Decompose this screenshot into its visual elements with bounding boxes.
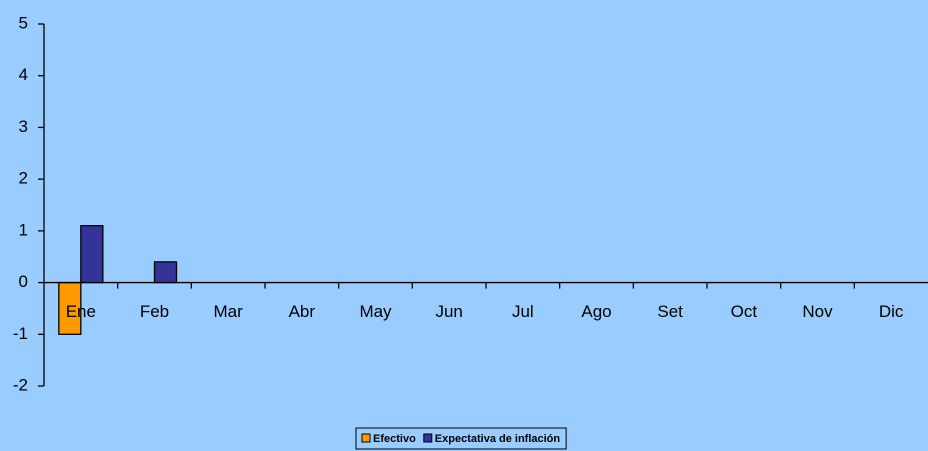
y-tick-label: -2 [13,375,28,394]
x-tick-label: Oct [731,302,758,321]
x-tick-label: Jun [435,302,462,321]
x-tick-label: Dic [879,302,904,321]
x-tick-label: Mar [214,302,244,321]
x-tick-label: Ago [581,302,611,321]
x-tick-label: Ene [66,302,96,321]
legend-label: Efectivo [373,433,416,445]
y-tick-label: 2 [19,169,28,188]
legend-swatch [423,433,433,443]
x-tick-label: Abr [289,302,316,321]
y-tick-label: 1 [19,220,28,239]
y-tick-label: 3 [19,117,28,136]
x-tick-label: Nov [802,302,833,321]
y-tick-label: 0 [19,272,28,291]
x-tick-label: Jul [512,302,534,321]
x-tick-label: Set [657,302,683,321]
x-tick-label: May [359,302,392,321]
legend [355,427,567,450]
bar [80,225,104,284]
legend-swatch [361,433,371,443]
legend-label: Expectativa de inflación [435,433,561,445]
x-tick-label: Feb [140,302,169,321]
bar [153,261,178,284]
y-tick-label: -1 [13,324,28,343]
y-tick-label: 4 [19,65,28,84]
y-tick-label: 5 [19,13,28,32]
